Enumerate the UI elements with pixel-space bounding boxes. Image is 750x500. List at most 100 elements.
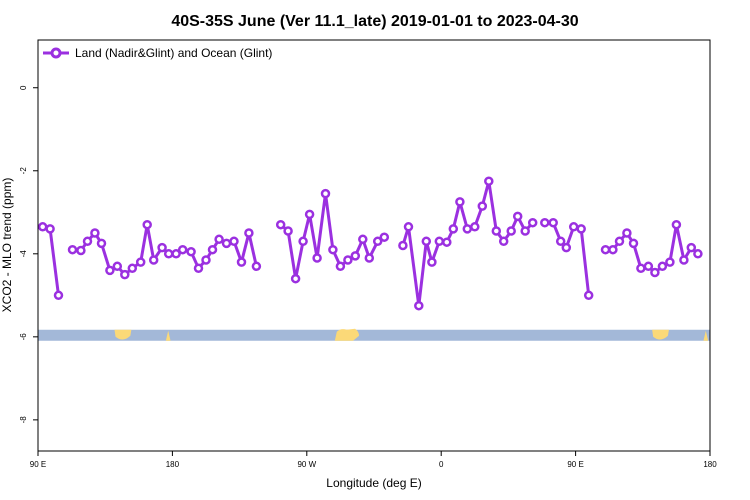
data-point xyxy=(304,209,315,220)
data-point xyxy=(540,217,550,228)
land-patch xyxy=(114,329,132,340)
data-point xyxy=(244,228,254,238)
legend-marker xyxy=(50,47,62,59)
data-point xyxy=(693,249,703,259)
land-patch xyxy=(652,329,669,340)
y-axis-label: XCO2 - MLO trend (ppm) xyxy=(0,178,14,313)
y-tick-label: -4 xyxy=(19,250,28,258)
y-tick-label: -6 xyxy=(19,333,28,341)
y-tick-label: -2 xyxy=(19,167,28,175)
data-point xyxy=(608,244,618,255)
x-tick-label: 90 W xyxy=(297,460,316,469)
data-point xyxy=(148,255,159,265)
data-point xyxy=(328,244,338,255)
data-point xyxy=(45,224,55,234)
data-point xyxy=(358,234,368,245)
data-point xyxy=(583,290,594,301)
data-point xyxy=(520,226,530,236)
data-point xyxy=(37,222,48,232)
data-point xyxy=(506,226,516,236)
data-point xyxy=(283,226,293,236)
data-point xyxy=(229,236,239,247)
series xyxy=(37,176,703,311)
data-point xyxy=(82,236,93,247)
data-point xyxy=(76,245,86,256)
data-point xyxy=(498,236,509,247)
plot-frame xyxy=(37,39,711,452)
data-point xyxy=(320,188,331,199)
data-point xyxy=(350,251,361,261)
data-point xyxy=(491,226,502,236)
data-point xyxy=(214,234,224,245)
data-point xyxy=(512,211,523,222)
data-point xyxy=(403,222,414,232)
data-point xyxy=(335,261,346,272)
data-point xyxy=(364,253,375,263)
x-tick-label: 0 xyxy=(439,460,444,469)
data-point xyxy=(427,257,437,267)
data-point xyxy=(548,217,558,228)
data-point xyxy=(163,249,174,259)
data-point xyxy=(671,219,682,230)
data-point xyxy=(679,255,689,265)
data-point xyxy=(600,244,611,255)
data-point xyxy=(105,265,115,276)
data-point xyxy=(343,255,353,265)
data-point xyxy=(90,228,100,238)
series-line xyxy=(544,221,591,296)
data-point xyxy=(568,222,579,232)
data-point xyxy=(127,263,138,274)
data-point xyxy=(398,240,408,251)
x-axis: 90 E 180 90 W 0 90 E 180 xyxy=(30,451,717,469)
data-point xyxy=(414,300,424,311)
data-point xyxy=(221,238,232,249)
data-point xyxy=(650,267,660,278)
data-point xyxy=(477,201,488,211)
data-point xyxy=(561,242,572,253)
land-patch xyxy=(165,330,171,341)
data-point xyxy=(455,197,465,207)
x-tick-label: 90 E xyxy=(30,460,46,469)
plot-area xyxy=(37,176,710,341)
y-axis: 0 -2 -4 -6 -8 xyxy=(19,85,38,423)
data-point xyxy=(686,242,697,253)
data-point xyxy=(290,273,301,284)
chart-title: 40S-35S June (Ver 11.1_late) 2019-01-01 … xyxy=(171,13,578,30)
data-point xyxy=(628,238,639,249)
x-tick-label: 90 E xyxy=(567,460,583,469)
surface-strip xyxy=(38,328,710,341)
data-point xyxy=(379,232,390,242)
series-line xyxy=(279,192,386,281)
data-point xyxy=(470,222,480,232)
data-point xyxy=(657,261,668,272)
land-patch xyxy=(703,330,709,341)
data-point xyxy=(372,236,383,247)
data-point xyxy=(186,246,196,257)
legend-label: Land (Nadir&Glint) and Ocean (Glint) xyxy=(75,46,272,60)
legend: Land (Nadir&Glint) and Ocean (Glint) xyxy=(43,46,272,60)
data-point xyxy=(643,261,654,272)
data-point xyxy=(135,257,146,267)
data-point xyxy=(527,217,538,228)
data-point xyxy=(622,228,632,238)
x-tick-label: 180 xyxy=(166,460,180,469)
data-point xyxy=(207,244,218,255)
y-tick-label: -8 xyxy=(19,416,28,424)
data-point xyxy=(484,176,494,186)
data-point xyxy=(157,242,167,253)
data-point xyxy=(434,236,445,247)
data-point xyxy=(177,244,188,255)
data-point xyxy=(448,224,459,234)
data-point xyxy=(462,224,473,234)
data-point xyxy=(53,290,64,301)
data-point xyxy=(120,269,130,280)
data-point xyxy=(442,237,452,247)
data-point xyxy=(298,236,308,247)
data-point xyxy=(665,257,675,267)
y-tick-label: 0 xyxy=(19,85,28,90)
data-point xyxy=(142,219,152,230)
data-point xyxy=(201,255,211,265)
data-point xyxy=(555,236,566,247)
data-point xyxy=(236,257,247,267)
